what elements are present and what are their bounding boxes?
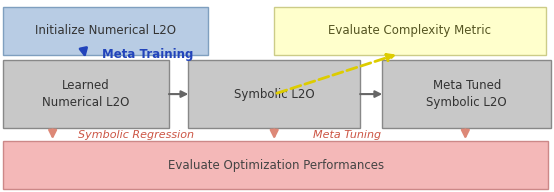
Text: Meta Tuned
Symbolic L2O: Meta Tuned Symbolic L2O (427, 79, 507, 109)
Text: Meta Training: Meta Training (102, 48, 194, 61)
Text: Symbolic L2O: Symbolic L2O (234, 88, 315, 101)
FancyBboxPatch shape (274, 7, 546, 55)
Text: Evaluate Optimization Performances: Evaluate Optimization Performances (167, 159, 384, 172)
FancyBboxPatch shape (3, 60, 169, 128)
Text: Learned
Numerical L2O: Learned Numerical L2O (42, 79, 130, 109)
FancyBboxPatch shape (188, 60, 360, 128)
Text: Meta Tuning: Meta Tuning (313, 130, 381, 140)
Text: Symbolic Regression: Symbolic Regression (78, 130, 193, 140)
FancyBboxPatch shape (3, 7, 208, 55)
Text: Evaluate Complexity Metric: Evaluate Complexity Metric (329, 24, 491, 37)
FancyBboxPatch shape (382, 60, 551, 128)
Text: Initialize Numerical L2O: Initialize Numerical L2O (35, 24, 176, 37)
FancyBboxPatch shape (3, 141, 548, 189)
